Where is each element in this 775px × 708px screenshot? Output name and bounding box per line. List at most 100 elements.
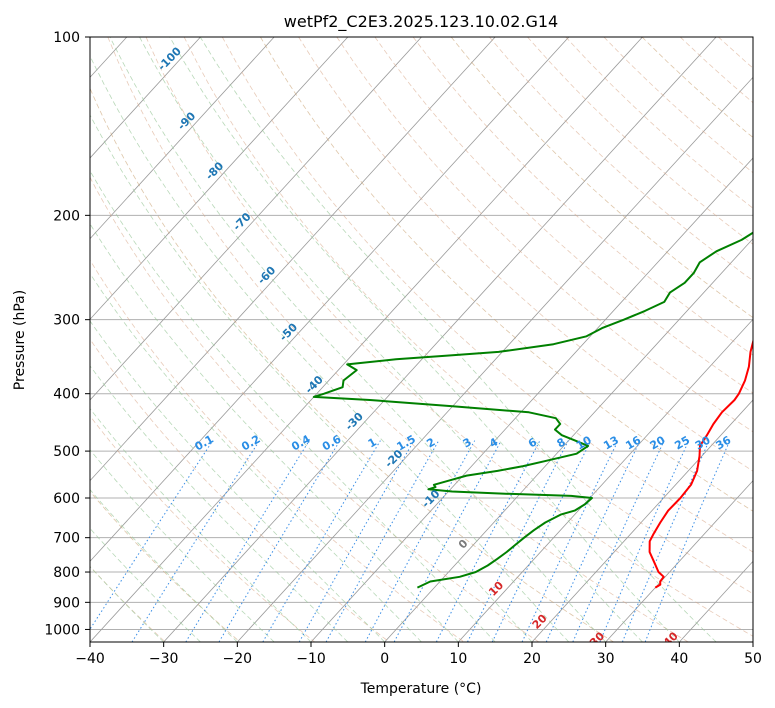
- x-tick-label: 10: [449, 651, 467, 667]
- mixing-ratio-line: [298, 440, 415, 642]
- moist-adiabat: [90, 114, 533, 642]
- mixing-ratio-label: 13: [601, 434, 621, 453]
- dry-adiabat: [90, 259, 465, 642]
- mixing-ratio-label: 0.4: [289, 432, 313, 453]
- moist-adiabat: [169, 37, 680, 642]
- y-tick-label: 900: [53, 595, 80, 611]
- y-tick-label: 300: [53, 313, 80, 329]
- dry-adiabat: [336, 37, 753, 433]
- x-tick-label: −10: [296, 651, 326, 667]
- dry-adiabat: [489, 37, 753, 282]
- isotherm-label: 20: [530, 611, 550, 631]
- mixing-ratio-line: [521, 440, 619, 642]
- mixing-ratio-line: [185, 440, 310, 642]
- mixing-ratio-line: [218, 440, 341, 642]
- isotherm-label: -30: [343, 410, 366, 433]
- moist-adiabat: [90, 408, 312, 642]
- mixing-ratio-line: [599, 440, 690, 642]
- dry-adiabat: [145, 37, 753, 637]
- y-tick-label: 1000: [44, 622, 80, 638]
- moist-adiabat: [90, 365, 349, 642]
- plot-frame: [89, 36, 754, 643]
- isotherm-label: -60: [255, 264, 278, 287]
- x-tick-label: −40: [75, 651, 105, 667]
- dry-adiabat: [90, 338, 390, 642]
- mixing-ratio-label: 20: [648, 433, 668, 452]
- moist-adiabat: [90, 55, 570, 642]
- mixing-ratio-label: 3: [461, 435, 474, 450]
- mixing-ratio-label: 25: [672, 434, 692, 453]
- dry-adiabat: [679, 37, 753, 104]
- mixing-ratio-label: 0.2: [239, 432, 262, 453]
- x-tick-label: 40: [670, 651, 688, 667]
- mixing-ratio-label: 36: [714, 433, 734, 452]
- moist-adiabat: [90, 223, 459, 642]
- mixing-ratio-line: [131, 440, 260, 642]
- mixing-ratio-line: [364, 440, 476, 642]
- moist-adiabat: [90, 566, 164, 642]
- dry-adiabat: [90, 490, 241, 642]
- mixing-ratio-label: 10: [574, 433, 594, 452]
- isotherm-line: [384, 238, 753, 642]
- dry-adiabat: [757, 37, 775, 642]
- mixing-ratio-line: [90, 440, 214, 631]
- isotherm-label: 40: [661, 629, 681, 649]
- mixing-ratio-line: [467, 440, 569, 642]
- mixing-ratio-line: [262, 440, 381, 642]
- mixing-ratio-line: [572, 440, 665, 642]
- isotherm-line: [90, 37, 275, 240]
- mixing-ratio-line: [491, 440, 592, 642]
- x-tick-label: −20: [223, 651, 253, 667]
- y-axis-title: Pressure (hPa): [12, 290, 28, 390]
- isotherm-label: -100: [155, 44, 184, 73]
- x-tick-label: 20: [523, 651, 541, 667]
- isotherm-line: [163, 37, 717, 642]
- dry-adiabat: [183, 37, 753, 595]
- dry-adiabat: [565, 37, 753, 209]
- moist-adiabat: [199, 37, 717, 642]
- mixing-ratio-label: 0.6: [320, 432, 344, 453]
- isotherm-label: -40: [303, 373, 326, 396]
- y-tick-label: 600: [53, 491, 80, 507]
- dry-adiabat: [107, 37, 689, 642]
- isotherm-line: [90, 37, 570, 562]
- isotherm-label: -70: [230, 210, 253, 233]
- dry-adiabat: [221, 37, 753, 553]
- isotherm-line: [531, 399, 753, 642]
- isotherm-label: 10: [486, 578, 506, 598]
- mixing-ratio-label: 2: [424, 435, 437, 450]
- moist-adiabat: [90, 449, 275, 642]
- mixing-ratio-line: [644, 440, 731, 642]
- x-tick-label: 30: [597, 651, 615, 667]
- dry-adiabat: [90, 176, 540, 642]
- mixing-ratio-line: [325, 440, 440, 642]
- mixing-ratio-line: [435, 440, 541, 642]
- isotherm-line: [752, 641, 753, 642]
- x-tick-label: −30: [149, 651, 179, 667]
- moist-adiabat: [109, 37, 606, 642]
- isotherm-line: [605, 480, 753, 642]
- mixing-ratio-label: 4: [487, 435, 500, 450]
- dry-adiabat: [260, 37, 753, 512]
- y-tick-label: 700: [53, 531, 80, 547]
- y-tick-label: 400: [53, 387, 80, 403]
- isotherm-line: [679, 560, 753, 642]
- dewpoint-profile-line: [312, 231, 753, 589]
- moist-adiabat: [90, 527, 201, 642]
- dry-adiabat: [450, 37, 753, 319]
- x-tick-label: 0: [380, 651, 389, 667]
- y-tick-label: 800: [53, 565, 80, 581]
- y-tick-label: 200: [53, 208, 80, 224]
- mixing-ratio-label: 1: [366, 435, 379, 450]
- mixing-ratio-line: [545, 440, 641, 642]
- isotherm-line: [90, 37, 496, 482]
- dry-adiabat: [718, 37, 753, 69]
- isotherm-label: -90: [175, 109, 198, 132]
- chart-title: wetPf2_C2E3.2025.123.10.02.G14: [284, 12, 558, 32]
- temperature-profile-line: [648, 338, 753, 589]
- moist-adiabat: [139, 37, 643, 642]
- moist-adiabat: [90, 170, 496, 642]
- mixing-ratio-line: [393, 440, 502, 642]
- y-tick-label: 100: [53, 30, 80, 46]
- dry-adiabat: [90, 415, 315, 642]
